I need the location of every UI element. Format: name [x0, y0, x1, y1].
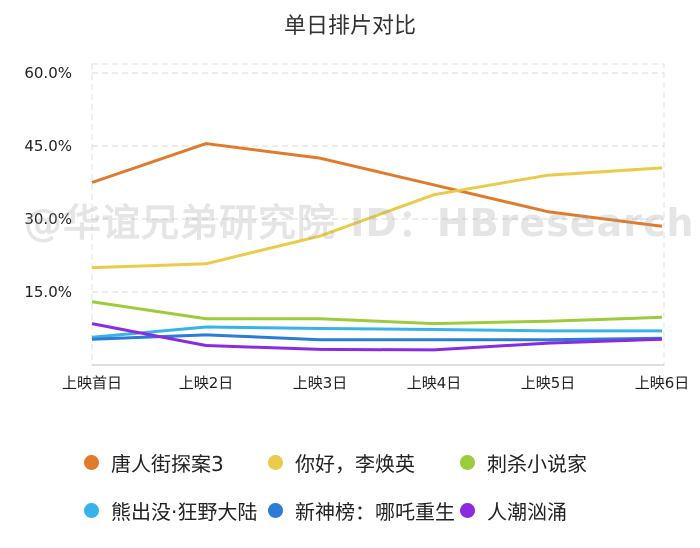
legend-item: 你好，李焕英	[268, 448, 415, 477]
watermark-text: @华谊兄弟研究院 ID：HBresearch	[24, 201, 695, 245]
y-tick-label: 45.0%	[24, 137, 72, 155]
y-tick-label: 30.0%	[24, 210, 72, 228]
x-tick-label: 上映6日	[635, 374, 690, 392]
legend-label: 刺杀小说家	[487, 452, 587, 476]
legend-marker-icon	[460, 503, 475, 518]
legend-marker-icon	[84, 455, 99, 470]
legend-item: 熊出没·狂野大陆	[84, 496, 257, 525]
plot-border	[91, 63, 665, 366]
series-line	[91, 325, 662, 339]
x-tick-label: 上映5日	[521, 374, 576, 392]
legend-item: 新神榜：哪吒重生	[268, 496, 455, 525]
chart-title: 单日排片对比	[283, 14, 416, 39]
legend-item: 人潮汹涌	[460, 496, 567, 525]
grid-lines	[91, 63, 665, 366]
legend-label: 唐人街探案3	[111, 452, 224, 476]
legend-item: 刺杀小说家	[460, 448, 587, 477]
series-line	[91, 166, 663, 270]
series-line	[91, 333, 663, 342]
legend-label: 你好，李焕英	[295, 452, 415, 476]
y-tick-label: 60.0%	[24, 64, 72, 82]
legend-marker-icon	[268, 455, 283, 470]
x-tick-label: 上映首日	[62, 374, 122, 392]
legend-marker-icon	[460, 455, 475, 470]
legend-marker-icon	[268, 503, 283, 518]
series-line	[91, 300, 663, 326]
x-tick-label: 上映4日	[407, 374, 462, 392]
legend-label: 人潮汹涌	[487, 500, 567, 524]
series-line	[91, 322, 663, 352]
axis-labels: 60.0% 45.0% 30.0% 15.0% 上映首日 上映2日 上映3日 上映4日 上映5日…	[24, 64, 689, 392]
legend-marker-icon	[84, 503, 99, 518]
x-tick-label: 上映3日	[293, 374, 348, 392]
series-lines	[91, 142, 663, 352]
series-line	[91, 142, 663, 228]
legend-label: 熊出没·狂野大陆	[111, 500, 258, 524]
legend-item: 唐人街探案3	[84, 448, 224, 477]
legend-label: 新神榜：哪吒重生	[295, 500, 455, 524]
x-tick-label: 上映2日	[179, 374, 234, 392]
y-tick-label: 15.0%	[24, 283, 72, 301]
